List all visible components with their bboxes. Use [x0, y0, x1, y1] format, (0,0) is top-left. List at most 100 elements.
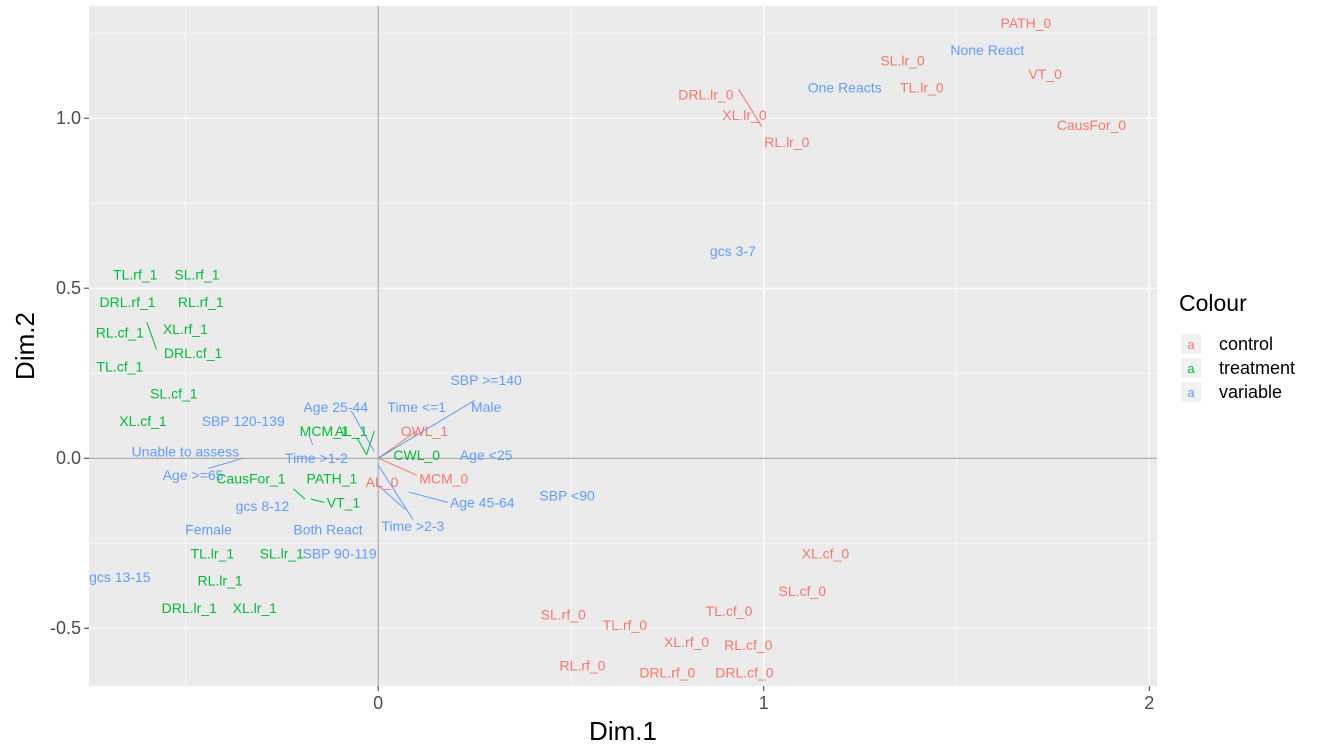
leader-line-control — [377, 430, 418, 459]
leader-line-control — [738, 89, 763, 127]
legend: Colour a control a treatment a variable — [1179, 290, 1295, 402]
legend-key-box — [1181, 334, 1201, 354]
legend-key-glyph: a — [1187, 337, 1195, 352]
legend-label-treatment: treatment — [1219, 358, 1295, 378]
point-label-variable: Time >1-2 — [285, 450, 348, 466]
point-label-treatment: RL.lr_1 — [198, 573, 243, 589]
point-label-variable: Both React — [293, 522, 362, 538]
x-axis: 0 1 2 — [373, 686, 1154, 713]
point-label-variable: SBP >=140 — [450, 372, 522, 388]
leader-line-treatment — [310, 498, 325, 503]
point-label-treatment: RL.rf_1 — [178, 294, 224, 310]
point-label-variable: SBP 120-139 — [202, 413, 285, 429]
point-label-variable: Time <=1 — [387, 399, 446, 415]
leader-line-treatment — [293, 488, 306, 500]
point-label-control: VT_0 — [1028, 66, 1062, 82]
point-label-treatment: MCM_1 — [300, 423, 349, 439]
point-label-variable: Male — [471, 399, 502, 415]
point-label-control: XL.cf_0 — [802, 545, 850, 561]
point-label-control: DRL.rf_0 — [639, 664, 695, 680]
x-tick-label: 2 — [1144, 693, 1154, 713]
point-label-treatment: XL.lr_1 — [233, 600, 278, 616]
point-label-variable: SBP 90-119 — [303, 545, 377, 561]
point-label-variable: SBP <90 — [539, 488, 595, 504]
leader-line-treatment — [356, 437, 368, 456]
y-tick-label: -0.5 — [50, 618, 81, 638]
point-label-control: RL.rf_0 — [560, 658, 606, 674]
leader-line-variable — [308, 434, 314, 445]
point-label-treatment: TL.lr_1 — [191, 545, 235, 561]
leader-line-variable — [377, 485, 406, 510]
legend-key-glyph: a — [1187, 361, 1195, 376]
point-label-control: TL.rf_0 — [603, 617, 648, 633]
point-label-treatment: TL.cf_1 — [96, 358, 143, 374]
point-label-control: SL.lr_0 — [880, 52, 925, 68]
point-label-control: DRL.cf_0 — [715, 664, 774, 680]
point-label-variable: gcs 8-12 — [236, 498, 290, 514]
point-label-treatment: CWL_0 — [393, 447, 440, 463]
point-label-treatment: RL.cf_1 — [96, 324, 144, 340]
point-label-control: XL.lr_0 — [722, 107, 767, 123]
point-label-treatment: DRL.rf_1 — [100, 294, 156, 310]
legend-key-box — [1181, 358, 1201, 378]
label-leader-lines — [146, 89, 763, 520]
y-tick-label: 0.0 — [56, 448, 81, 468]
point-label-control: SL.cf_0 — [779, 583, 827, 599]
point-label-control: DRL.lr_0 — [678, 86, 733, 102]
point-label-treatment: SL.cf_1 — [150, 386, 198, 402]
point-label-variable: Age 25-44 — [303, 399, 368, 415]
point-label-control: PATH_0 — [1000, 15, 1051, 31]
point-label-treatment: TL.rf_1 — [113, 267, 158, 283]
leader-line-variable — [408, 491, 448, 503]
leader-line-control — [377, 457, 417, 476]
legend-key-box — [1181, 382, 1201, 402]
point-label-control: SL.rf_0 — [541, 607, 586, 623]
legend-title: Colour — [1179, 290, 1247, 316]
point-label-variable: Female — [185, 522, 232, 538]
point-label-variable: Unable to assess — [132, 443, 239, 459]
point-label-treatment: DRL.lr_1 — [162, 600, 217, 616]
point-label-variable: None React — [950, 42, 1024, 58]
point-label-control: TL.lr_0 — [900, 80, 944, 96]
point-label-treatment: XL.cf_1 — [119, 413, 167, 429]
point-label-variable: Time >2-3 — [381, 518, 444, 534]
point-label-control: CausFor_0 — [1057, 117, 1126, 133]
point-label-control: MCM_0 — [419, 471, 468, 487]
point-labels: PATH_0 None React SL.lr_0 VT_0 One Reacts TL.… — [89, 15, 1126, 680]
y-tick-label: 1.0 — [56, 108, 81, 128]
x-tick-label: 0 — [373, 693, 383, 713]
point-label-control: RL.cf_0 — [724, 637, 772, 653]
legend-label-variable: variable — [1219, 382, 1282, 402]
point-label-treatment: SL.lr_1 — [260, 545, 305, 561]
point-label-control: XL.rf_0 — [664, 634, 709, 650]
point-label-control: RL.lr_0 — [764, 134, 809, 150]
point-label-treatment: AL_1 — [335, 423, 368, 439]
reference-lines — [89, 6, 1157, 686]
y-axis: -0.5 0.0 0.5 1.0 — [50, 108, 89, 638]
leader-line-treatment — [366, 430, 375, 455]
y-tick-label: 0.5 — [56, 278, 81, 298]
point-label-treatment: DRL.cf_1 — [164, 345, 223, 361]
point-label-treatment: VT_1 — [327, 494, 361, 510]
point-label-variable: Age <25 — [460, 447, 513, 463]
leader-line-treatment — [146, 322, 157, 350]
panel-background — [89, 6, 1157, 686]
legend-key-glyph: a — [1187, 385, 1195, 400]
point-label-variable: Age >=65 — [163, 467, 224, 483]
y-axis-title: Dim.2 — [10, 312, 40, 380]
leader-line-variable — [350, 410, 375, 452]
point-label-control: TL.cf_0 — [706, 603, 753, 619]
leader-line-variable — [377, 399, 475, 459]
x-axis-title: Dim.1 — [589, 716, 657, 746]
x-tick-label: 1 — [759, 693, 769, 713]
leader-line-variable — [377, 464, 414, 520]
point-label-variable: gcs 13-15 — [89, 569, 151, 585]
point-label-variable: Age 45-64 — [450, 494, 515, 510]
point-label-control: OWL_1 — [401, 423, 449, 439]
point-label-variable: gcs 3-7 — [710, 243, 756, 259]
legend-label-control: control — [1219, 334, 1273, 354]
point-label-control: AL_0 — [366, 474, 399, 490]
point-label-treatment: CausFor_1 — [216, 471, 285, 487]
point-label-treatment: XL.rf_1 — [163, 321, 208, 337]
